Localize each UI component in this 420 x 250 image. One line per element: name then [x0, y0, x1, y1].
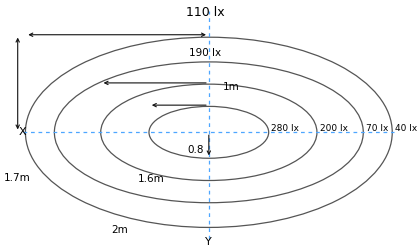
Text: 2m: 2m — [112, 225, 129, 235]
Text: X: X — [18, 127, 26, 137]
Text: 190 lx: 190 lx — [189, 48, 221, 58]
Text: 200 lx: 200 lx — [320, 124, 348, 133]
Text: 40 lx: 40 lx — [395, 124, 417, 133]
Text: 1m: 1m — [222, 82, 239, 92]
Text: 1.7m: 1.7m — [4, 173, 30, 183]
Text: 70 lx: 70 lx — [366, 124, 389, 133]
Text: 280 lx: 280 lx — [270, 124, 299, 133]
Text: Y: Y — [205, 237, 212, 247]
Text: 110 lx: 110 lx — [186, 6, 224, 19]
Text: 0.8: 0.8 — [188, 144, 204, 154]
Text: 1.6m: 1.6m — [138, 174, 164, 184]
